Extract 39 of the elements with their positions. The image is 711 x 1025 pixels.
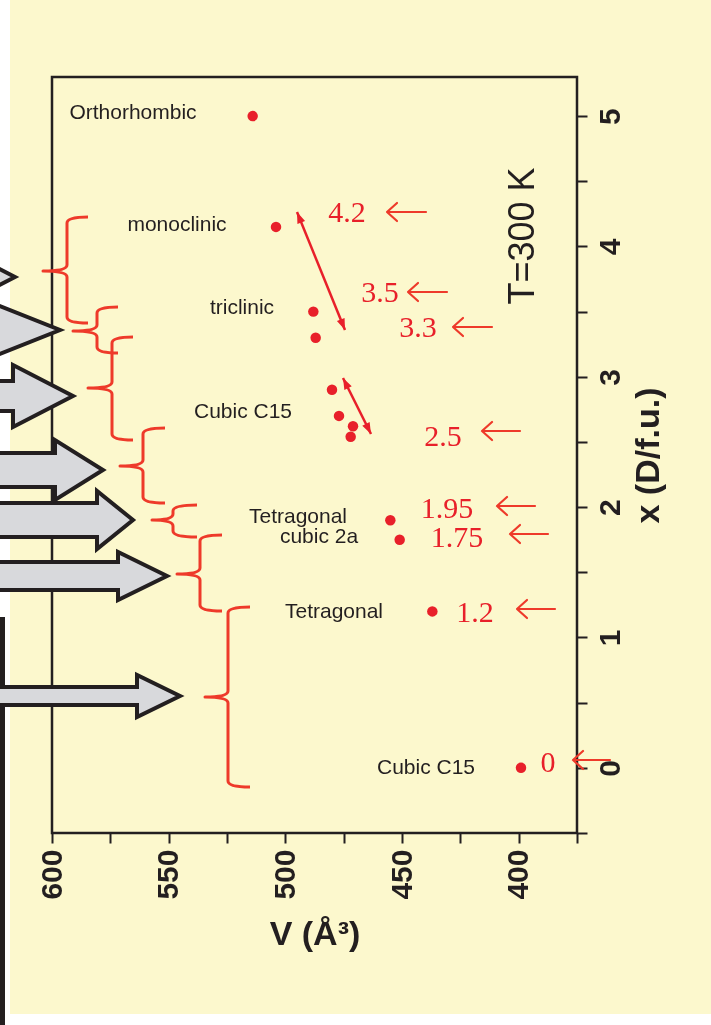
annotation: 4.2: [328, 195, 366, 228]
point: [385, 514, 396, 526]
annotation: 0: [540, 745, 556, 778]
annotation: 2.5: [424, 419, 462, 452]
y-tick-label: 3: [592, 368, 626, 386]
annotation: Cubic C15: [193, 399, 293, 422]
y-tick-label: 0: [592, 759, 626, 777]
point: [427, 606, 438, 617]
annotation: triclinic: [209, 295, 275, 318]
x-tick-label: 400: [501, 849, 535, 900]
x-tick-label: 550: [151, 849, 185, 900]
point: [515, 762, 527, 774]
annotation: monoclinic: [127, 212, 227, 235]
point: [247, 110, 258, 122]
annotation: 3.5: [361, 275, 399, 308]
x-tick-label: 500: [267, 849, 301, 900]
point: [270, 221, 282, 233]
y-tick-label: 1: [592, 629, 626, 647]
annotation: Orthorhombic: [69, 100, 197, 123]
point: [310, 332, 321, 343]
annotation: 3.3: [399, 310, 437, 343]
point: [308, 306, 319, 317]
point: [333, 410, 345, 422]
annotation: Cubic C15: [376, 755, 476, 778]
annotation: Tetragonal: [284, 599, 384, 622]
point: [326, 384, 338, 396]
x-tick-label: 600: [34, 849, 68, 900]
text: T=300 K: [501, 167, 542, 305]
y-axis-title: x (D/f.u.): [627, 387, 666, 524]
y-tick-label: 4: [592, 238, 626, 256]
y-tick-label: 5: [592, 108, 626, 125]
y-tick-label: 2: [592, 499, 626, 516]
annotation: Tetragonal: [248, 504, 348, 527]
point: [347, 421, 359, 432]
x-tick-label: 450: [384, 849, 418, 900]
x-axis-title: V (Å³): [269, 913, 361, 952]
point: [394, 534, 405, 545]
point: [345, 431, 356, 442]
annotation: 1.2: [456, 595, 494, 628]
